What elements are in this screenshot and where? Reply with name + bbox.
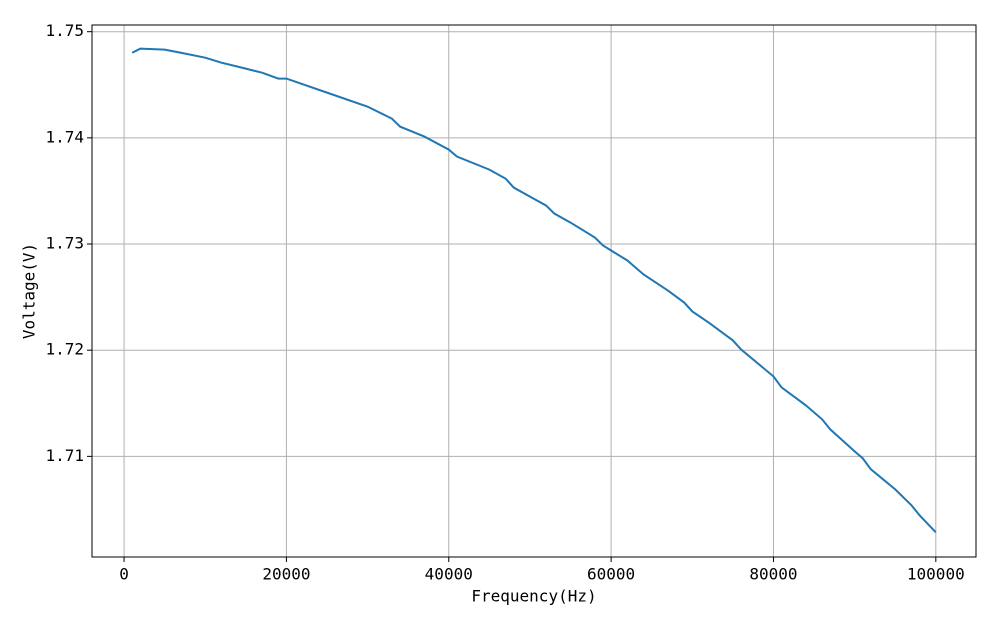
y-tick-label: 1.75 (45, 21, 84, 40)
data-line (131, 47, 937, 533)
x-tick-label: 80000 (749, 565, 797, 584)
x-tick-label: 60000 (587, 565, 635, 584)
x-tick-label: 100000 (907, 565, 965, 584)
x-tick-label: 0 (119, 565, 129, 584)
y-tick-label: 1.74 (45, 127, 84, 146)
y-tick-label: 1.71 (45, 446, 84, 465)
y-tick-label: 1.73 (45, 234, 84, 253)
x-axis-label: Frequency(Hz) (471, 587, 596, 606)
x-tick-label: 20000 (262, 565, 310, 584)
y-axis-label: Voltage(V) (20, 243, 39, 339)
y-tick-label: 1.72 (45, 340, 84, 359)
x-tick-label: 40000 (425, 565, 473, 584)
plot-frame (91, 24, 977, 558)
